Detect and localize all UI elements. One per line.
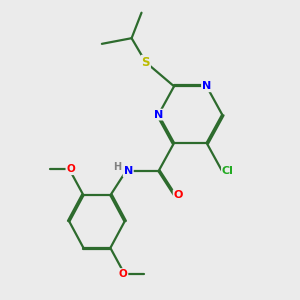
- Text: O: O: [119, 269, 128, 279]
- Text: N: N: [154, 110, 163, 120]
- Text: O: O: [66, 164, 75, 174]
- Text: H: H: [113, 162, 122, 172]
- Text: O: O: [174, 190, 183, 200]
- Text: Cl: Cl: [222, 166, 234, 176]
- Text: N: N: [202, 81, 211, 91]
- Text: N: N: [124, 166, 133, 176]
- Text: S: S: [142, 56, 150, 69]
